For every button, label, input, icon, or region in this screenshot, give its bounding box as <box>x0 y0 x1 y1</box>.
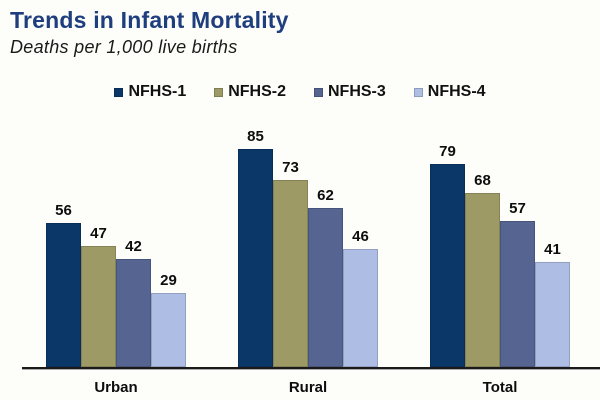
legend-swatch-icon <box>314 87 323 97</box>
bar-group-rural: 85 73 62 46 Rural <box>238 110 378 396</box>
bar-value-label: 42 <box>125 238 142 255</box>
category-label-total: Total <box>482 379 518 396</box>
bar-nfhs-3-urban <box>116 259 151 367</box>
legend-swatch-icon <box>214 87 224 97</box>
category-label-rural: Rural <box>288 379 328 396</box>
bar-nfhs-4-urban <box>151 293 186 367</box>
legend-swatch-icon <box>114 87 124 97</box>
chart-title: Trends in Infant Mortality <box>10 7 289 33</box>
bar-nfhs-4-total <box>535 262 570 367</box>
x-axis-line <box>22 367 600 369</box>
legend-item-nfhs-2: NFHS-2 <box>214 83 286 101</box>
bar-nfhs-2-rural <box>273 180 308 367</box>
bar-group-total: 79 68 57 41 Total <box>430 110 570 396</box>
bar-nfhs-3-rural <box>308 208 343 367</box>
legend-label: NFHS-2 <box>228 83 286 100</box>
legend-item-nfhs-1: NFHS-1 <box>114 83 186 101</box>
bar-nfhs-1-total <box>430 164 465 367</box>
chart-subtitle: Deaths per 1,000 live births <box>10 37 238 57</box>
bar-value-label: 62 <box>317 187 334 204</box>
bar-value-label: 47 <box>90 225 107 242</box>
legend: NFHS-1 NFHS-2 NFHS-3 NFHS-4 <box>0 83 600 101</box>
plot-area: 56 47 42 29 Urban 85 73 62 46 Rural 79 68 57 41 Total <box>22 110 600 396</box>
bar-value-label: 29 <box>160 272 177 289</box>
bar-value-label: 68 <box>474 172 491 189</box>
bar-nfhs-2-total <box>465 193 500 367</box>
bar-value-label: 46 <box>352 228 369 245</box>
bar-value-label: 57 <box>509 200 526 217</box>
bar-value-label: 41 <box>544 241 561 258</box>
bar-group-urban: 56 47 42 29 Urban <box>46 110 186 396</box>
bar-value-label: 73 <box>282 159 299 176</box>
legend-item-nfhs-3: NFHS-3 <box>314 83 386 101</box>
category-label-urban: Urban <box>94 379 138 396</box>
bar-nfhs-3-total <box>500 221 535 367</box>
bar-nfhs-4-rural <box>343 249 378 367</box>
bar-value-label: 79 <box>439 143 456 160</box>
bar-value-label: 56 <box>55 202 72 219</box>
legend-swatch-icon <box>413 87 423 97</box>
bar-value-label: 85 <box>247 128 264 145</box>
legend-label: NFHS-4 <box>427 83 486 100</box>
legend-item-nfhs-4: NFHS-4 <box>413 83 486 101</box>
legend-label: NFHS-3 <box>328 83 386 100</box>
bar-nfhs-1-urban <box>46 223 81 367</box>
legend-label: NFHS-1 <box>128 83 187 100</box>
bar-nfhs-1-rural <box>238 149 273 367</box>
bar-nfhs-2-urban <box>81 246 116 367</box>
